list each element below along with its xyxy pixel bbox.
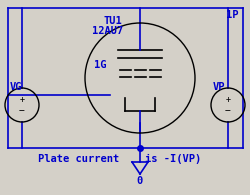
Text: Plate current: Plate current: [38, 154, 119, 164]
Text: −: −: [19, 106, 25, 116]
Text: +: +: [20, 96, 24, 105]
Text: VG: VG: [10, 82, 22, 92]
Text: is -I(VP): is -I(VP): [144, 154, 201, 164]
Text: TU1: TU1: [103, 16, 122, 26]
Text: 1G: 1G: [94, 60, 106, 70]
Text: −: −: [224, 106, 230, 116]
Text: +: +: [224, 96, 230, 105]
Text: VP: VP: [212, 82, 224, 92]
Text: 0: 0: [136, 176, 142, 186]
Text: 12AU7: 12AU7: [92, 26, 123, 36]
Text: 1P: 1P: [225, 10, 237, 20]
